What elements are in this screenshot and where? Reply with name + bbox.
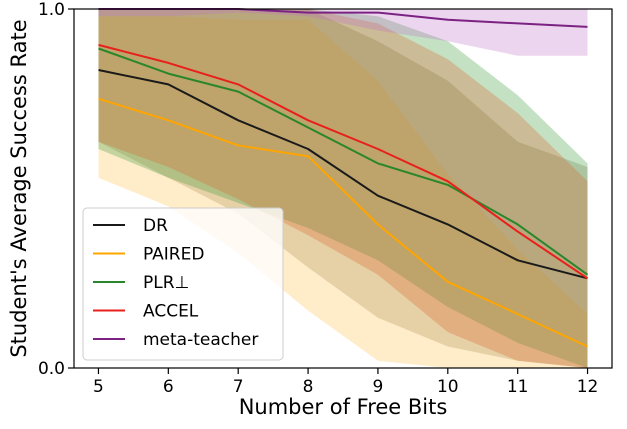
x-axis-label: Number of Free Bits [239, 395, 448, 419]
x-tick-label: 9 [373, 377, 384, 397]
y-tick-label: 0.0 [38, 359, 65, 379]
x-tick-label: 7 [233, 377, 244, 397]
legend-label-dr: DR [143, 216, 168, 236]
axes [73, 8, 613, 369]
line-accel [98, 43, 589, 280]
x-tick-label: 6 [163, 377, 174, 397]
x-tick-label: 5 [93, 377, 104, 397]
x-axis-ticks: 5 6 7 8 9 10 11 12 [93, 368, 598, 397]
legend-label-plr: PLR⊥ [143, 273, 189, 293]
band-paired [98, 16, 588, 368]
x-tick-label: 10 [437, 377, 459, 397]
band-accel [98, 9, 588, 368]
x-tick-label: 8 [303, 377, 314, 397]
legend-label-paired: PAIRED [143, 245, 204, 265]
y-tick-label: 1.0 [38, 0, 65, 20]
legend: DR PAIRED PLR⊥ ACCEL meta-teacher [82, 207, 284, 361]
x-tick-label: 12 [577, 377, 599, 397]
line-plr [98, 47, 589, 276]
legend-label-meta-teacher: meta-teacher [143, 330, 258, 350]
plot-frame [73, 8, 613, 369]
line-dr [98, 69, 588, 280]
y-axis-ticks: 0.0 1.0 [38, 0, 74, 379]
x-tick-label: 11 [507, 377, 529, 397]
band-dr [98, 9, 588, 368]
band-plr [98, 9, 588, 368]
y-axis-label: Student's Average Success Rate [7, 19, 31, 357]
line-paired [98, 97, 588, 348]
legend-label-accel: ACCEL [143, 302, 199, 322]
legend-box [82, 207, 284, 361]
